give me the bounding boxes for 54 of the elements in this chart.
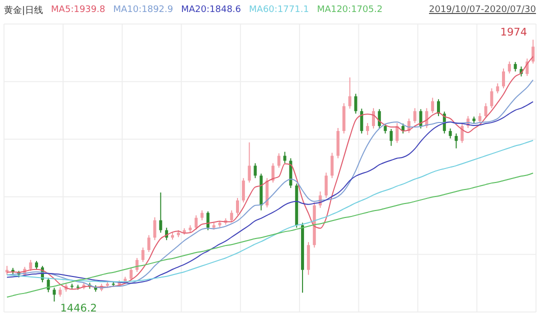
candlestick bbox=[390, 128, 393, 146]
candlestick bbox=[330, 152, 334, 179]
candlestick bbox=[431, 97, 434, 114]
candlestick bbox=[200, 210, 204, 221]
candlestick bbox=[153, 216, 156, 241]
candlestick bbox=[436, 98, 440, 117]
candlestick bbox=[413, 108, 416, 124]
candlestick bbox=[372, 108, 375, 130]
candlestick bbox=[159, 192, 162, 234]
chart-subtitle: 2019/10/07-2020/07/30 bbox=[429, 5, 536, 15]
candlestick bbox=[448, 128, 452, 139]
candlestick bbox=[419, 108, 422, 130]
candlestick bbox=[478, 112, 482, 124]
candlestick bbox=[360, 108, 364, 134]
candlestick bbox=[147, 234, 150, 253]
candlestick bbox=[230, 210, 234, 223]
text: MA10:1892.9 bbox=[113, 5, 174, 15]
candlestick bbox=[52, 287, 56, 302]
candlestick bbox=[283, 151, 286, 164]
candlestick bbox=[484, 102, 488, 119]
candlestick bbox=[396, 122, 399, 144]
candlestick bbox=[277, 152, 280, 168]
candlestick bbox=[236, 197, 240, 216]
candlestick bbox=[366, 122, 370, 136]
candlestick bbox=[514, 62, 517, 72]
candlestick bbox=[460, 123, 464, 144]
text: MA5:1939.8 bbox=[51, 5, 106, 15]
candlestick bbox=[206, 210, 210, 231]
candlestick bbox=[496, 82, 500, 94]
text: 1974 bbox=[500, 26, 528, 39]
candlestick bbox=[502, 68, 506, 89]
text: MA60:1771.1 bbox=[249, 5, 309, 15]
candlestick bbox=[130, 267, 133, 281]
text: MA120:1705.2 bbox=[316, 5, 383, 15]
chart-title: 黄金|日线 bbox=[4, 4, 44, 16]
candlestick bbox=[508, 61, 511, 74]
candlestick bbox=[378, 108, 381, 130]
candlestick bbox=[454, 132, 458, 149]
candlestick bbox=[271, 162, 274, 184]
candlestick bbox=[29, 259, 32, 272]
candlestick bbox=[354, 93, 358, 114]
candlestick bbox=[248, 142, 251, 184]
candlestick bbox=[194, 214, 198, 230]
candlestick bbox=[254, 162, 257, 179]
text: 1446.2 bbox=[60, 302, 97, 315]
candlestick bbox=[58, 286, 62, 298]
candlestick bbox=[324, 172, 328, 198]
candlestick bbox=[490, 88, 494, 109]
candlestick bbox=[532, 39, 535, 64]
candlestick bbox=[242, 178, 245, 203]
candlestick bbox=[141, 247, 144, 262]
candlestick bbox=[136, 257, 139, 272]
text: MA20:1848.6 bbox=[181, 5, 242, 15]
candlestick bbox=[348, 76, 352, 110]
